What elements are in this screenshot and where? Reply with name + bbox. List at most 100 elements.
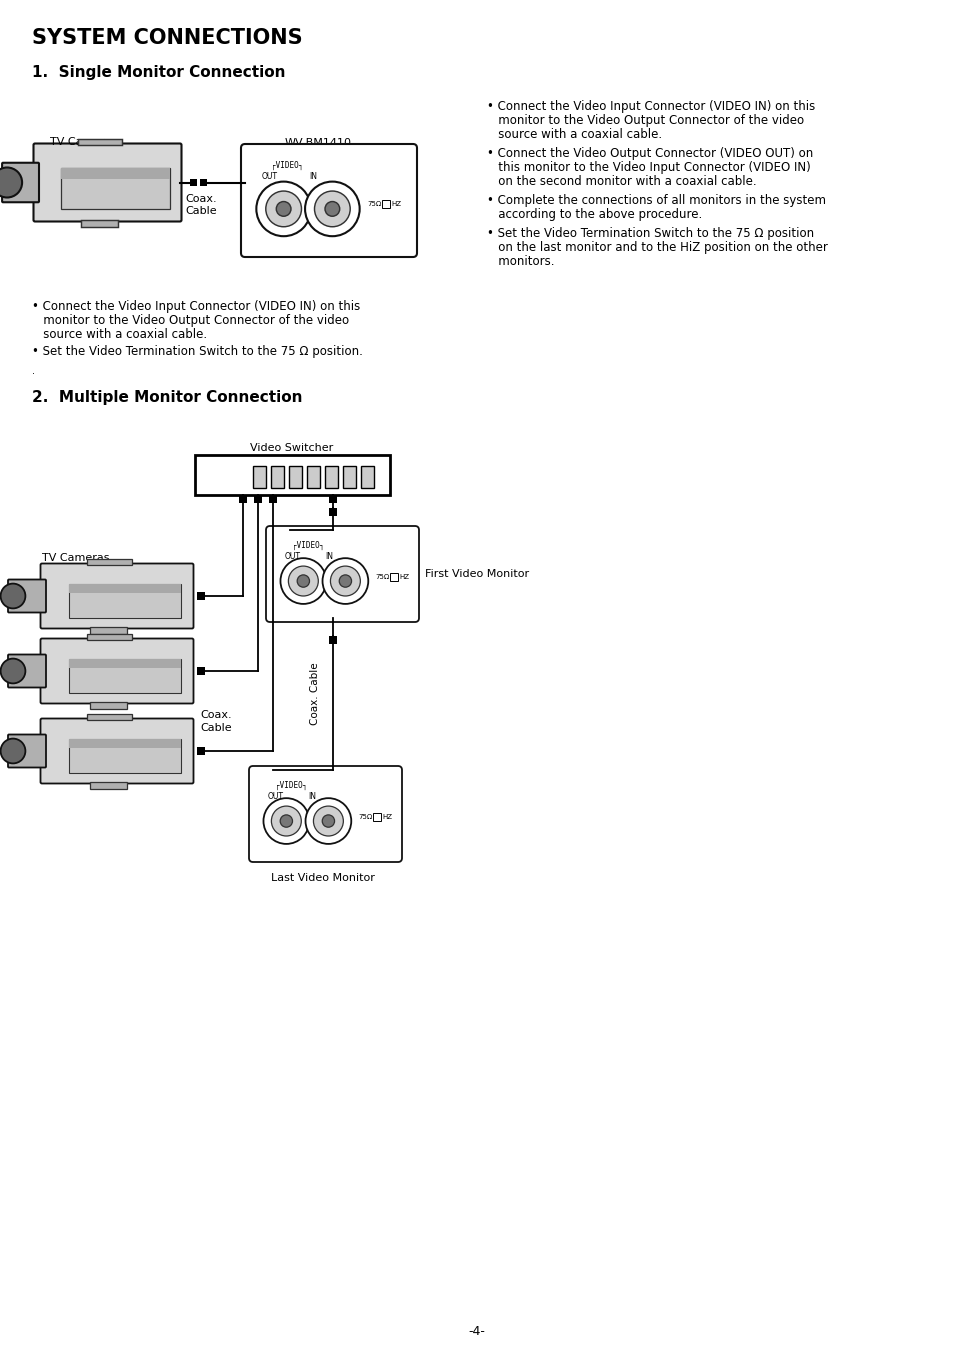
Text: • Connect the Video Input Connector (VIDEO IN) on this: • Connect the Video Input Connector (VID… — [486, 100, 815, 113]
Bar — [343, 466, 356, 488]
Text: ┌VIDEO┐: ┌VIDEO┐ — [292, 540, 324, 550]
Circle shape — [314, 806, 343, 836]
Text: 75Ω: 75Ω — [367, 201, 381, 206]
Bar — [253, 466, 266, 488]
Bar — [361, 466, 375, 488]
FancyBboxPatch shape — [40, 718, 193, 784]
Circle shape — [297, 575, 309, 587]
Bar — [196, 591, 205, 599]
Bar — [87, 634, 132, 640]
Text: ┌VIDEO┐: ┌VIDEO┐ — [274, 780, 307, 789]
Circle shape — [263, 799, 309, 845]
Circle shape — [1, 659, 26, 683]
Text: OUT: OUT — [261, 171, 277, 180]
Bar — [69, 583, 181, 593]
Text: HZ: HZ — [392, 201, 401, 206]
Bar — [325, 466, 338, 488]
Text: OUT: OUT — [284, 551, 300, 560]
FancyBboxPatch shape — [266, 525, 418, 622]
Bar — [61, 167, 170, 179]
Circle shape — [339, 575, 352, 587]
Text: ┌VIDEO┐: ┌VIDEO┐ — [271, 160, 303, 170]
Text: monitor to the Video Output Connector of the video: monitor to the Video Output Connector of… — [486, 114, 803, 127]
Text: • Connect the Video Output Connector (VIDEO OUT) on: • Connect the Video Output Connector (VI… — [486, 147, 812, 160]
Text: monitor to the Video Output Connector of the video: monitor to the Video Output Connector of… — [32, 314, 349, 327]
Bar — [239, 494, 247, 502]
Text: source with a coaxial cable.: source with a coaxial cable. — [486, 128, 661, 141]
Text: 75Ω: 75Ω — [358, 814, 373, 819]
Bar — [87, 559, 132, 564]
Text: TV Camera: TV Camera — [50, 137, 112, 147]
Bar — [196, 667, 205, 675]
Text: Video Switcher: Video Switcher — [250, 443, 333, 453]
Text: First Video Monitor: First Video Monitor — [424, 568, 529, 579]
FancyBboxPatch shape — [40, 563, 193, 629]
Bar — [78, 139, 122, 145]
Circle shape — [266, 191, 301, 226]
Bar — [253, 494, 262, 502]
Circle shape — [330, 566, 360, 595]
Bar — [90, 702, 128, 709]
Circle shape — [322, 815, 335, 827]
Bar — [272, 466, 284, 488]
Bar — [381, 199, 389, 207]
FancyBboxPatch shape — [33, 144, 181, 221]
Bar — [81, 220, 117, 228]
Text: 2.  Multiple Monitor Connection: 2. Multiple Monitor Connection — [32, 391, 302, 405]
Text: HZ: HZ — [382, 814, 393, 819]
Bar — [329, 636, 336, 644]
Text: 75Ω: 75Ω — [375, 574, 390, 579]
Text: Coax.: Coax. — [185, 194, 216, 205]
FancyBboxPatch shape — [249, 766, 401, 862]
Circle shape — [280, 558, 326, 603]
Text: HZ: HZ — [399, 574, 410, 579]
Circle shape — [325, 202, 339, 217]
Bar — [61, 167, 170, 209]
Bar — [269, 494, 276, 502]
Text: Cable: Cable — [200, 723, 232, 733]
Circle shape — [288, 566, 318, 595]
Bar — [69, 583, 181, 618]
Text: .: . — [32, 366, 35, 376]
Bar — [196, 748, 205, 756]
Circle shape — [0, 167, 22, 198]
Text: • Complete the connections of all monitors in the system: • Complete the connections of all monito… — [486, 194, 825, 207]
Bar — [69, 738, 181, 748]
Bar — [329, 508, 336, 516]
Circle shape — [271, 806, 301, 836]
Text: on the last monitor and to the HiZ position on the other: on the last monitor and to the HiZ posit… — [486, 241, 827, 255]
Text: • Set the Video Termination Switch to the 75 Ω position.: • Set the Video Termination Switch to th… — [32, 345, 362, 358]
Bar — [90, 783, 128, 789]
Text: Cable: Cable — [185, 206, 216, 216]
Circle shape — [322, 558, 368, 603]
Text: this monitor to the Video Input Connector (VIDEO IN): this monitor to the Video Input Connecto… — [486, 162, 810, 174]
Bar — [69, 738, 181, 773]
Circle shape — [280, 815, 293, 827]
Bar — [390, 572, 397, 581]
Bar — [194, 455, 390, 494]
Bar — [307, 466, 320, 488]
Circle shape — [305, 182, 359, 236]
Text: 1.  Single Monitor Connection: 1. Single Monitor Connection — [32, 65, 285, 79]
Circle shape — [1, 583, 26, 609]
Bar — [90, 626, 128, 634]
Circle shape — [314, 191, 350, 226]
Bar — [289, 466, 302, 488]
Circle shape — [1, 738, 26, 764]
Bar — [190, 179, 196, 186]
Text: Coax. Cable: Coax. Cable — [310, 663, 319, 725]
Text: source with a coaxial cable.: source with a coaxial cable. — [32, 329, 207, 341]
Text: • Connect the Video Input Connector (VIDEO IN) on this: • Connect the Video Input Connector (VID… — [32, 300, 360, 313]
Text: on the second monitor with a coaxial cable.: on the second monitor with a coaxial cab… — [486, 175, 756, 189]
Bar — [87, 714, 132, 721]
Circle shape — [276, 202, 291, 217]
Bar — [200, 179, 207, 186]
Text: IN: IN — [325, 551, 333, 560]
Circle shape — [305, 799, 351, 845]
Bar — [69, 659, 181, 692]
FancyBboxPatch shape — [241, 144, 416, 257]
Text: IN: IN — [308, 792, 315, 800]
Text: -4-: -4- — [468, 1325, 485, 1338]
Text: TV Cameras: TV Cameras — [42, 554, 110, 563]
Circle shape — [256, 182, 311, 236]
